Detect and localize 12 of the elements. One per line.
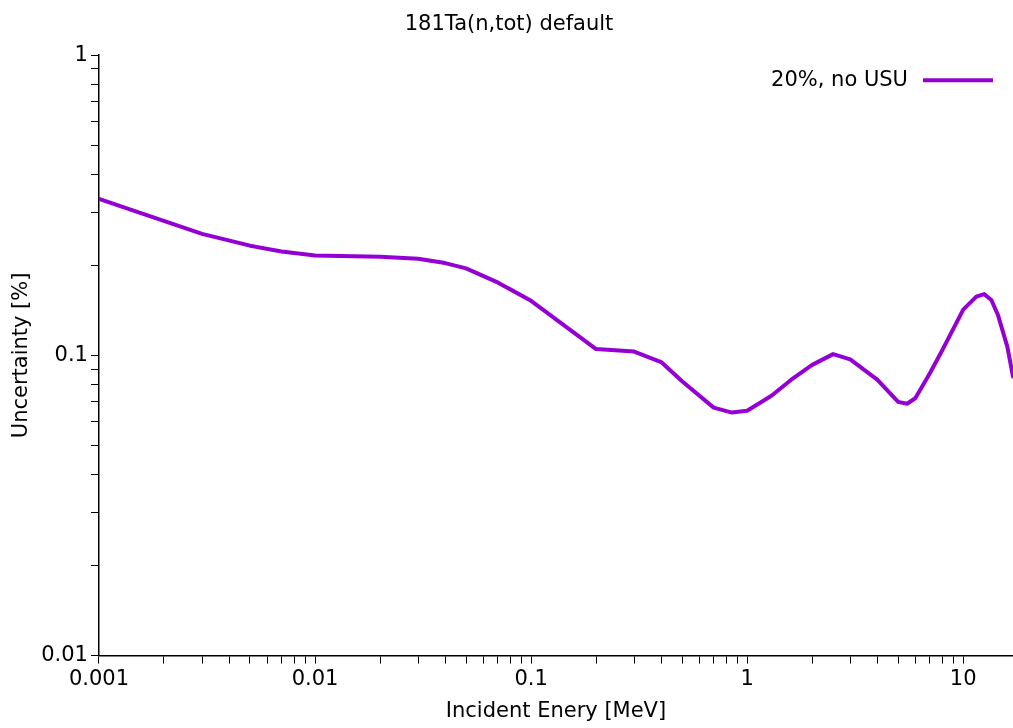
y-axis-title: Uncertainty [%] — [8, 272, 33, 439]
x-tick-label: 1 — [740, 665, 754, 690]
legend-label: 20%, no USU — [771, 66, 908, 91]
x-tick-label: 0.1 — [514, 665, 548, 690]
chart-title: 181Ta(n,tot) default — [404, 11, 614, 36]
x-axis-title: Incident Enery [MeV] — [445, 697, 667, 722]
x-tick-label: 10 — [949, 665, 977, 690]
y-tick-label: 1 — [74, 41, 88, 66]
x-tick-label: 0.01 — [291, 665, 339, 690]
y-tick-label: 0.1 — [54, 341, 88, 366]
x-tick-label: 0.001 — [68, 665, 130, 690]
y-tick-label: 0.01 — [41, 642, 88, 667]
